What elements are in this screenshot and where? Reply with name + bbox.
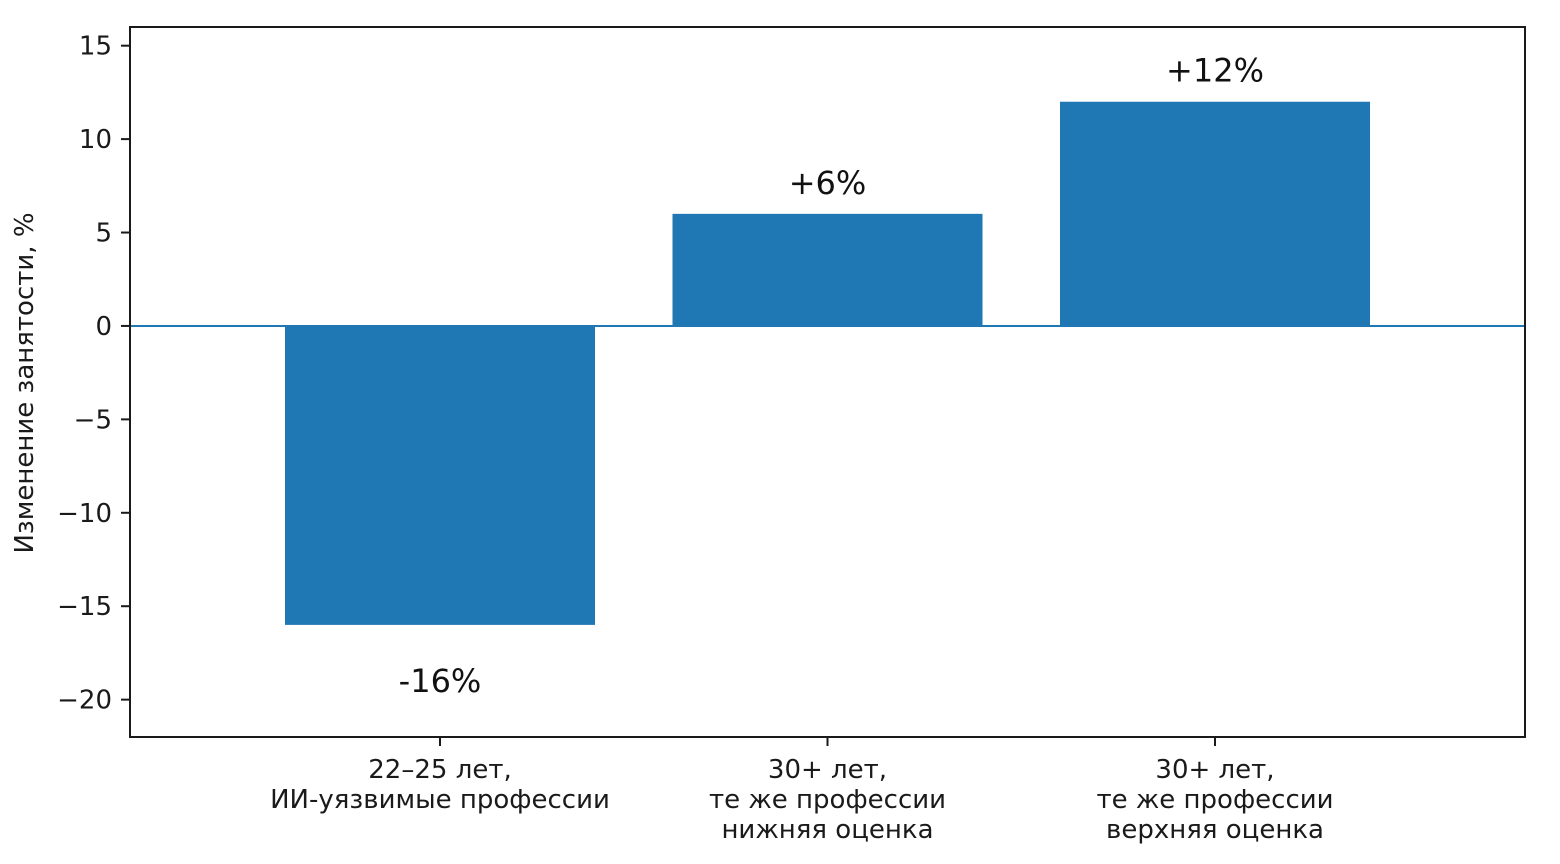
y-tick-label: 10 — [79, 125, 112, 155]
data-label-1: -16% — [399, 662, 482, 700]
y-tick-label: −20 — [57, 686, 112, 716]
x-tick-label-3: 30+ лет, те же профессии верхняя оценка — [1096, 755, 1333, 845]
bar-1 — [285, 325, 595, 625]
x-tick-label-line: верхняя оценка — [1106, 815, 1324, 845]
x-tick-label-line: нижняя оценка — [721, 815, 933, 845]
x-tick-label-line: 30+ лет, — [768, 755, 887, 785]
x-tick-label-line: те же профессии — [709, 785, 946, 815]
x-tick-label-line: 22–25 лет, — [368, 755, 511, 785]
data-labels-layer: -16% +6% +12% — [399, 52, 1264, 700]
x-tick-label-1: 22–25 лет, ИИ-уязвимые профессии — [270, 755, 610, 815]
x-tick-label-line: те же профессии — [1096, 785, 1333, 815]
y-tick-label: 15 — [79, 32, 112, 62]
bars-layer — [285, 101, 1370, 625]
x-tick-label-line: 30+ лет, — [1155, 755, 1274, 785]
bar-3 — [1060, 101, 1370, 326]
data-label-3: +12% — [1166, 52, 1264, 90]
y-axis: 15 10 5 0 −5 −10 −15 −20 — [57, 32, 130, 716]
y-tick-label: 0 — [95, 312, 112, 342]
y-axis-title: Изменение занятости, % — [10, 212, 40, 553]
y-tick-label: −5 — [74, 405, 112, 435]
x-tick-label-line: ИИ-уязвимые профессии — [270, 785, 610, 815]
data-label-2: +6% — [789, 164, 867, 202]
y-tick-label: 5 — [95, 219, 112, 249]
bar-2 — [672, 213, 983, 326]
y-tick-label: −15 — [57, 592, 112, 622]
y-tick-label: −10 — [57, 499, 112, 529]
x-tick-label-2: 30+ лет, те же профессии нижняя оценка — [709, 755, 946, 845]
